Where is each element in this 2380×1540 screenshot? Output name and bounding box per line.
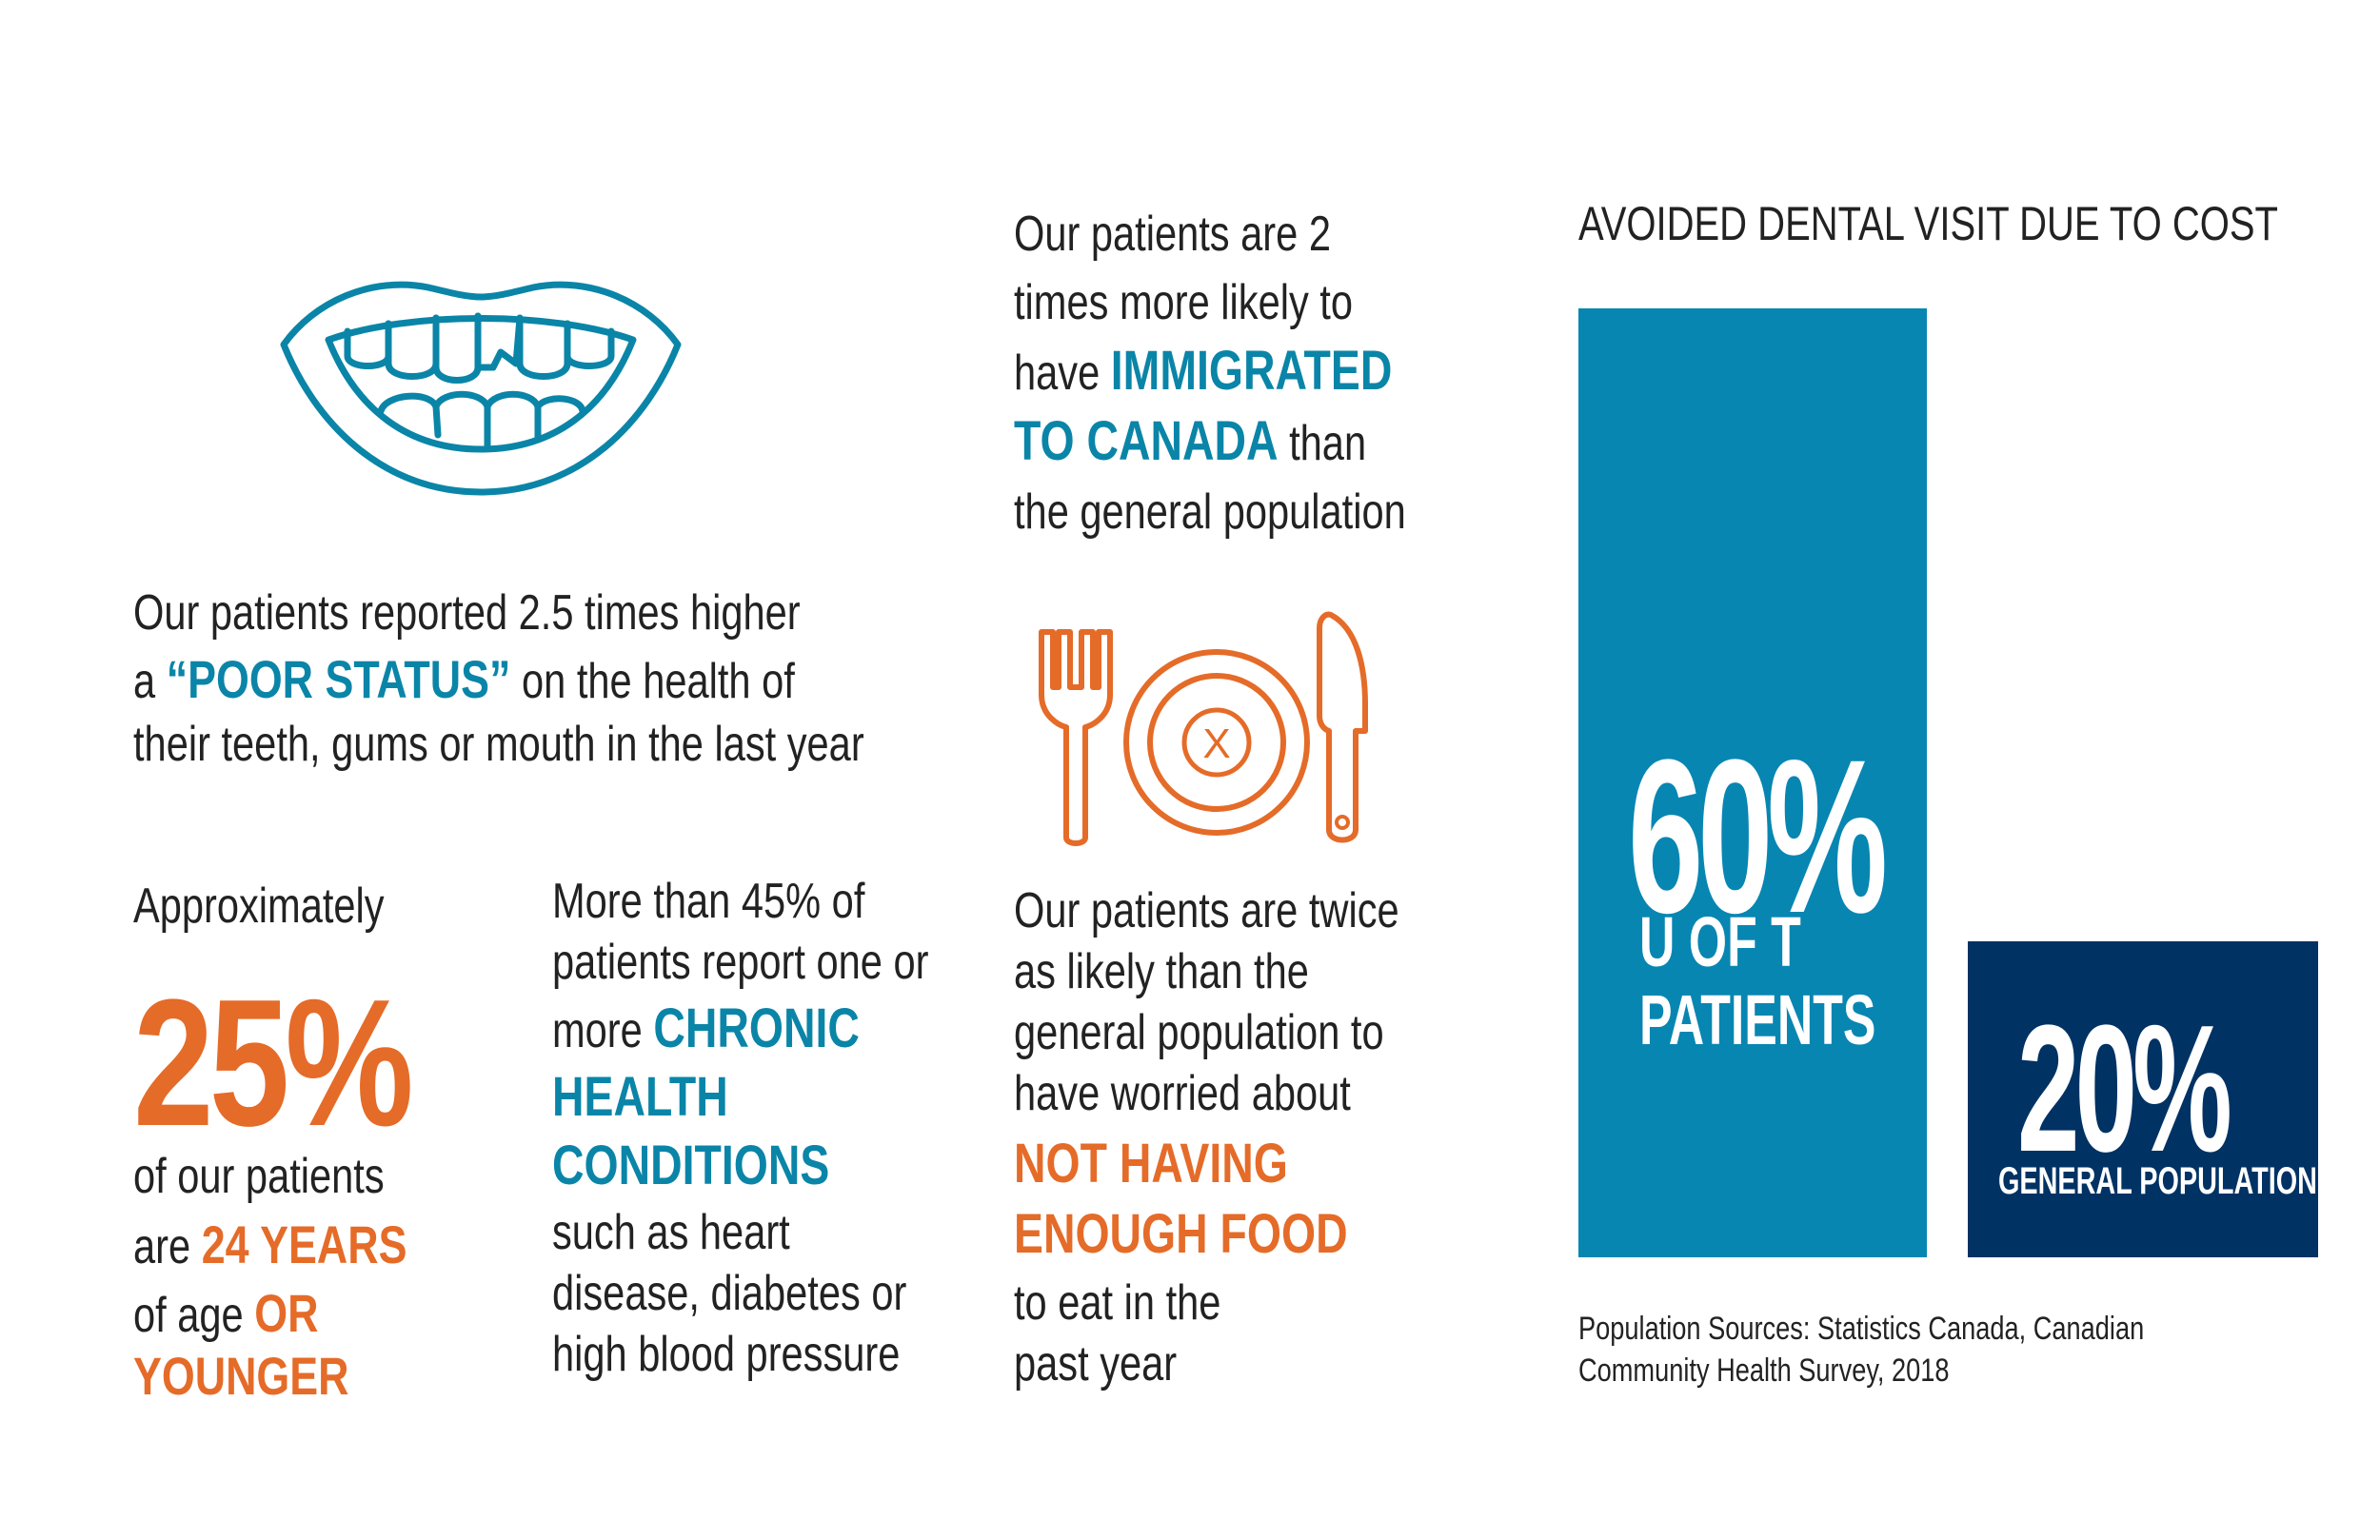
immigration-line1: Our patients are 2 [1014,207,1331,262]
food-line7: to eat in the [1014,1275,1221,1331]
chronic-line2: patients report one or [552,935,929,990]
youth-intro: Approximately [133,879,385,934]
chronic-line8: high blood pressure [552,1327,901,1382]
bar-category-label-general: GENERAL POPULATION [1998,1160,2380,1202]
youth-line1: of our patients [133,1149,385,1204]
immigration-line4-post: than [1278,416,1367,471]
chronic-line6: such as heart [552,1205,790,1260]
knife-icon [1317,611,1368,843]
plate-mark-text: X [1202,721,1230,767]
food-statement: Our patients are twice as likely than th… [1014,880,1496,1394]
chronic-statement: More than 45% of patients report one or … [552,871,1022,1385]
not-having-highlight: NOT HAVING [1014,1133,1288,1194]
enough-food-highlight: ENOUGH FOOD [1014,1203,1348,1265]
youth-percent: 25% [133,962,414,1164]
bar-general-population: 20% GENERAL POPULATION [1968,941,2318,1257]
source-line2: Community Health Survey, 2018 [1578,1352,1950,1389]
plate-icon: X [1123,649,1310,836]
chart-source: Population Sources: Statistics Canada, C… [1578,1308,2286,1392]
bar-category-line2: PATIENTS [1639,980,1876,1059]
bar-value-text-20: 20% [2017,988,2232,1190]
food-line2: as likely than the [1014,944,1309,999]
bar-u-of-t-patients: 60% U OF T PATIENTS [1578,308,1927,1257]
chronic-line3-pre: more [552,1003,654,1058]
oral-health-line2-pre: a [133,654,167,709]
immigration-line3-pre: have [1014,346,1111,401]
bar-value-label-u-of-t: 60% [1628,727,2037,946]
bar-category-label-u-of-t: U OF T PATIENTS [1639,903,1977,1059]
food-line4: have worried about [1014,1066,1351,1121]
youth-statement: Approximately 25% of our patients are 24… [133,876,478,1409]
youth-line2-pre: are [133,1219,202,1274]
immigration-line5: the general population [1014,484,1406,540]
oral-health-statement: Our patients reported 2.5 times higher a… [133,582,1047,775]
youth-or-highlight: OR [254,1283,319,1343]
bar-category-line-general: GENERAL POPULATION [1998,1160,2317,1202]
bar-value-text-60: 60% [1628,714,1888,958]
oral-health-line1: Our patients reported 2.5 times higher [133,585,801,641]
youth-younger-highlight: YOUNGER [133,1346,349,1406]
conditions-highlight: CONDITIONS [552,1135,830,1196]
bar-value-label-general: 20% [2017,998,2356,1179]
youth-age-highlight: 24 YEARS [201,1214,407,1274]
food-line1: Our patients are twice [1014,883,1399,938]
source-line1: Population Sources: Statistics Canada, C… [1578,1311,2145,1347]
mouth-icon [280,281,682,496]
poor-status-highlight: “POOR STATUS” [166,649,511,709]
immigrated-highlight: IMMIGRATED [1110,340,1393,402]
youth-line3-pre: of age [133,1288,255,1343]
chronic-line7: disease, diabetes or [552,1266,907,1321]
chart-title: AVOIDED DENTAL VISIT DUE TO COST [1578,195,2380,252]
bar-category-line1: U OF T [1639,902,1801,981]
immigration-line2: times more likely to [1014,275,1353,330]
fork-icon [1039,629,1113,846]
chronic-highlight: CHRONIC [653,997,860,1059]
chart-title-text: AVOIDED DENTAL VISIT DUE TO COST [1578,197,2278,250]
oral-health-line3: their teeth, gums or mouth in the last y… [133,717,864,772]
food-line3: general population to [1014,1005,1384,1060]
oral-health-line2-post: on the health of [510,654,795,709]
health-highlight: HEALTH [552,1066,728,1128]
to-canada-highlight: TO CANADA [1014,410,1279,472]
chronic-line1: More than 45% of [552,874,865,929]
food-line8: past year [1014,1336,1178,1392]
immigration-statement: Our patients are 2 times more likely to … [1014,200,1504,546]
